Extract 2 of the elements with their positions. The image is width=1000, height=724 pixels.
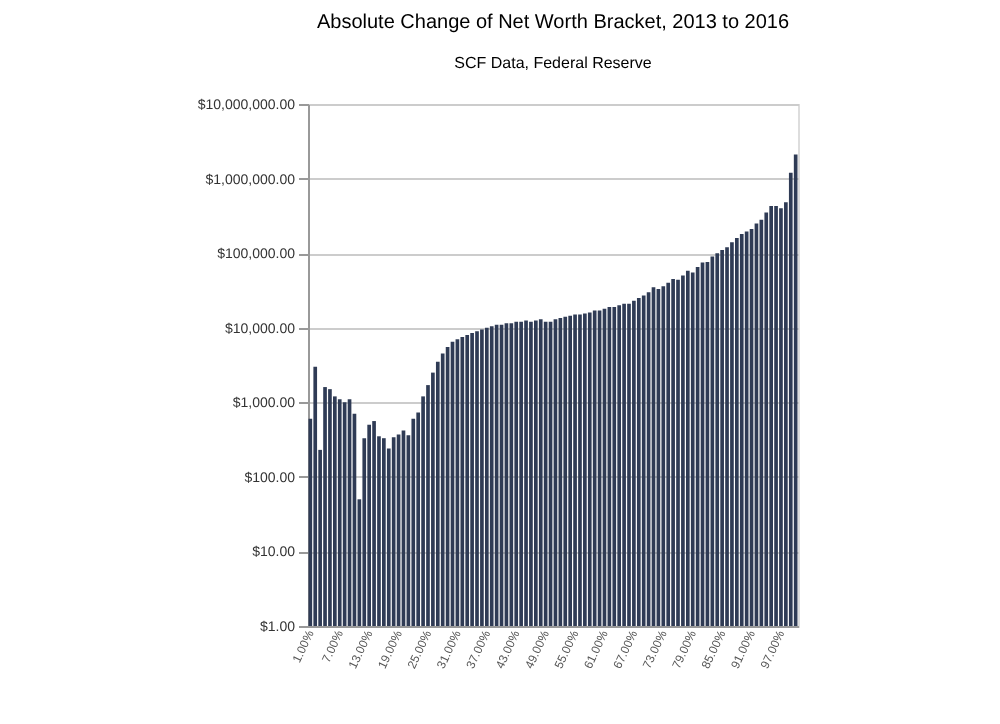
- chart-title: Absolute Change of Net Worth Bracket, 2013 to 2016: [316, 12, 790, 34]
- chart-subtitle: SCF Data, Federal Reserve: [454, 54, 653, 72]
